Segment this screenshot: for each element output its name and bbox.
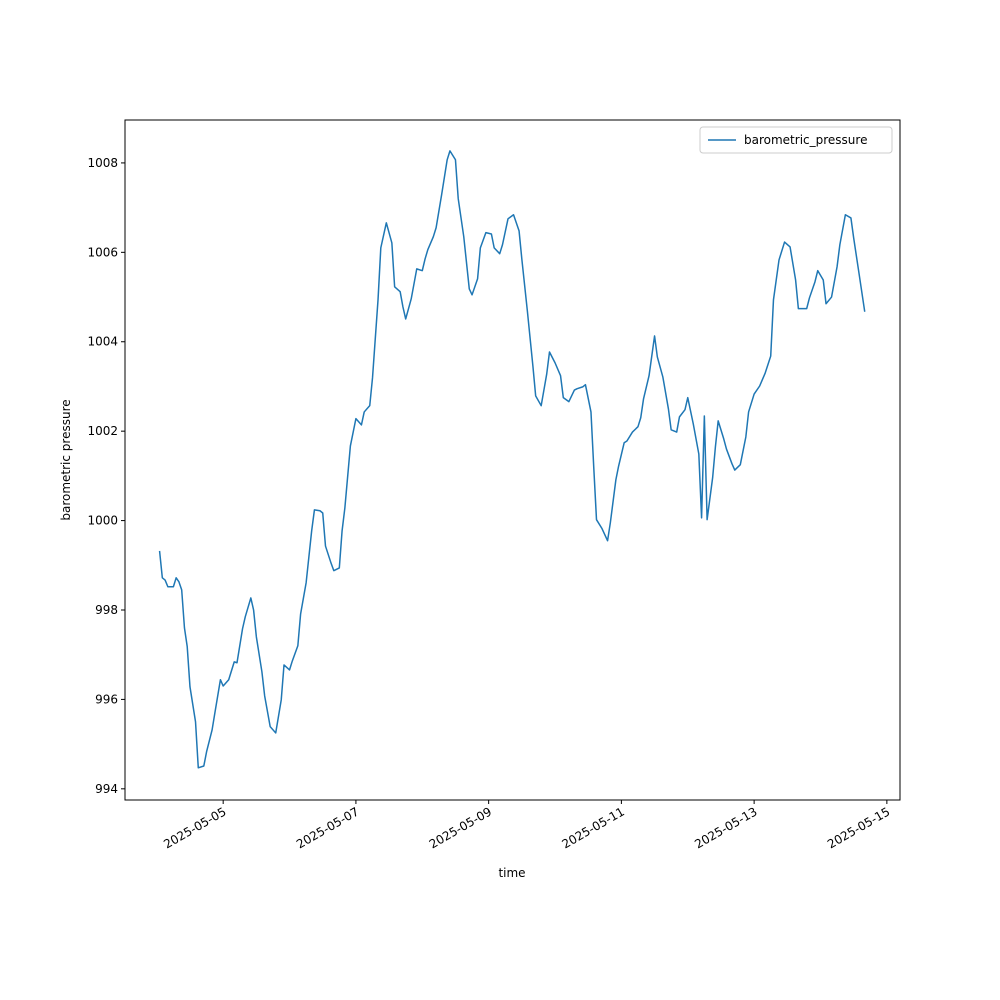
x-tick-label: 2025-05-09 bbox=[427, 804, 494, 851]
legend-box bbox=[699, 126, 893, 154]
legend: barometric_pressure bbox=[699, 126, 893, 154]
x-tick-label: 2025-05-05 bbox=[161, 804, 228, 851]
x-axis-label: time bbox=[498, 866, 525, 880]
x-tick-label: 2025-05-07 bbox=[294, 804, 361, 851]
x-tick-label: 2025-05-13 bbox=[692, 804, 759, 851]
x-tick-label: 2025-05-15 bbox=[825, 804, 892, 851]
y-tick-label: 1006 bbox=[87, 245, 118, 259]
x-tick-label: 2025-05-11 bbox=[559, 804, 626, 851]
y-tick-label: 1000 bbox=[87, 514, 118, 528]
y-tick-label: 1008 bbox=[87, 156, 118, 170]
y-axis-label: barometric pressure bbox=[59, 399, 73, 520]
legend-label: barometric_pressure bbox=[744, 133, 867, 147]
y-tick-label: 998 bbox=[95, 603, 118, 617]
y-tick-label: 994 bbox=[95, 782, 118, 796]
plot-area bbox=[124, 119, 901, 801]
data-line bbox=[158, 150, 866, 769]
y-tick-label: 996 bbox=[95, 692, 118, 706]
y-tick-label: 1002 bbox=[87, 424, 118, 438]
y-tick-label: 1004 bbox=[87, 335, 118, 349]
